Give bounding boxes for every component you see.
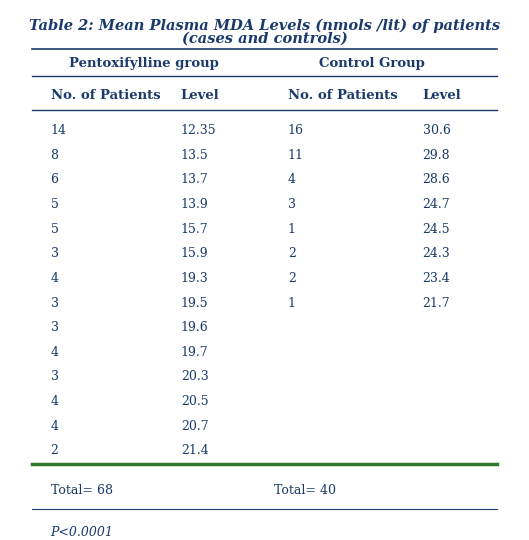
Text: 13.9: 13.9 xyxy=(181,198,208,211)
Text: 3: 3 xyxy=(51,321,59,334)
Text: 2: 2 xyxy=(288,272,296,285)
Text: 21.4: 21.4 xyxy=(181,444,208,457)
Text: 8: 8 xyxy=(51,148,59,161)
Text: Table 2: Mean Plasma MDA Levels (nmols /lit) of patients: Table 2: Mean Plasma MDA Levels (nmols /… xyxy=(29,18,500,32)
Text: P<0.0001: P<0.0001 xyxy=(51,525,113,538)
Text: 24.7: 24.7 xyxy=(423,198,450,211)
Text: 4: 4 xyxy=(51,272,59,285)
Text: Pentoxifylline group: Pentoxifylline group xyxy=(69,57,218,71)
Text: 1: 1 xyxy=(288,222,296,235)
Text: 30.6: 30.6 xyxy=(423,124,451,137)
Text: 19.7: 19.7 xyxy=(181,346,208,359)
Text: 3: 3 xyxy=(51,296,59,309)
Text: 21.7: 21.7 xyxy=(423,296,450,309)
Text: 16: 16 xyxy=(288,124,304,137)
Text: No. of Patients: No. of Patients xyxy=(288,90,397,103)
Text: 20.7: 20.7 xyxy=(181,420,208,433)
Text: 15.9: 15.9 xyxy=(181,247,208,260)
Text: 5: 5 xyxy=(51,222,58,235)
Text: No. of Patients: No. of Patients xyxy=(51,90,160,103)
Text: 1: 1 xyxy=(288,296,296,309)
Text: 5: 5 xyxy=(51,198,58,211)
Text: 4: 4 xyxy=(51,346,59,359)
Text: Level: Level xyxy=(423,90,461,103)
Text: 19.6: 19.6 xyxy=(181,321,208,334)
Text: 19.5: 19.5 xyxy=(181,296,208,309)
Text: 4: 4 xyxy=(51,420,59,433)
Text: 3: 3 xyxy=(51,370,59,383)
Text: 28.6: 28.6 xyxy=(423,173,450,186)
Text: 2: 2 xyxy=(288,247,296,260)
Text: 20.3: 20.3 xyxy=(181,370,208,383)
Text: 4: 4 xyxy=(51,395,59,408)
Text: Total= 68: Total= 68 xyxy=(51,484,113,497)
Text: 24.5: 24.5 xyxy=(423,222,450,235)
Text: 14: 14 xyxy=(51,124,67,137)
Text: 23.4: 23.4 xyxy=(423,272,450,285)
Text: 3: 3 xyxy=(51,247,59,260)
Text: 12.35: 12.35 xyxy=(181,124,216,137)
Text: 29.8: 29.8 xyxy=(423,148,450,161)
Text: 2: 2 xyxy=(51,444,58,457)
Text: 19.3: 19.3 xyxy=(181,272,208,285)
Text: 13.5: 13.5 xyxy=(181,148,208,161)
Text: 4: 4 xyxy=(288,173,296,186)
Text: 6: 6 xyxy=(51,173,59,186)
Text: 20.5: 20.5 xyxy=(181,395,208,408)
Text: Level: Level xyxy=(181,90,220,103)
Text: 15.7: 15.7 xyxy=(181,222,208,235)
Text: Control Group: Control Group xyxy=(318,57,424,71)
Text: 11: 11 xyxy=(288,148,304,161)
Text: 13.7: 13.7 xyxy=(181,173,208,186)
Text: 24.3: 24.3 xyxy=(423,247,450,260)
Text: (cases and controls): (cases and controls) xyxy=(181,32,348,46)
Text: 3: 3 xyxy=(288,198,296,211)
Text: Total= 40: Total= 40 xyxy=(274,484,336,497)
